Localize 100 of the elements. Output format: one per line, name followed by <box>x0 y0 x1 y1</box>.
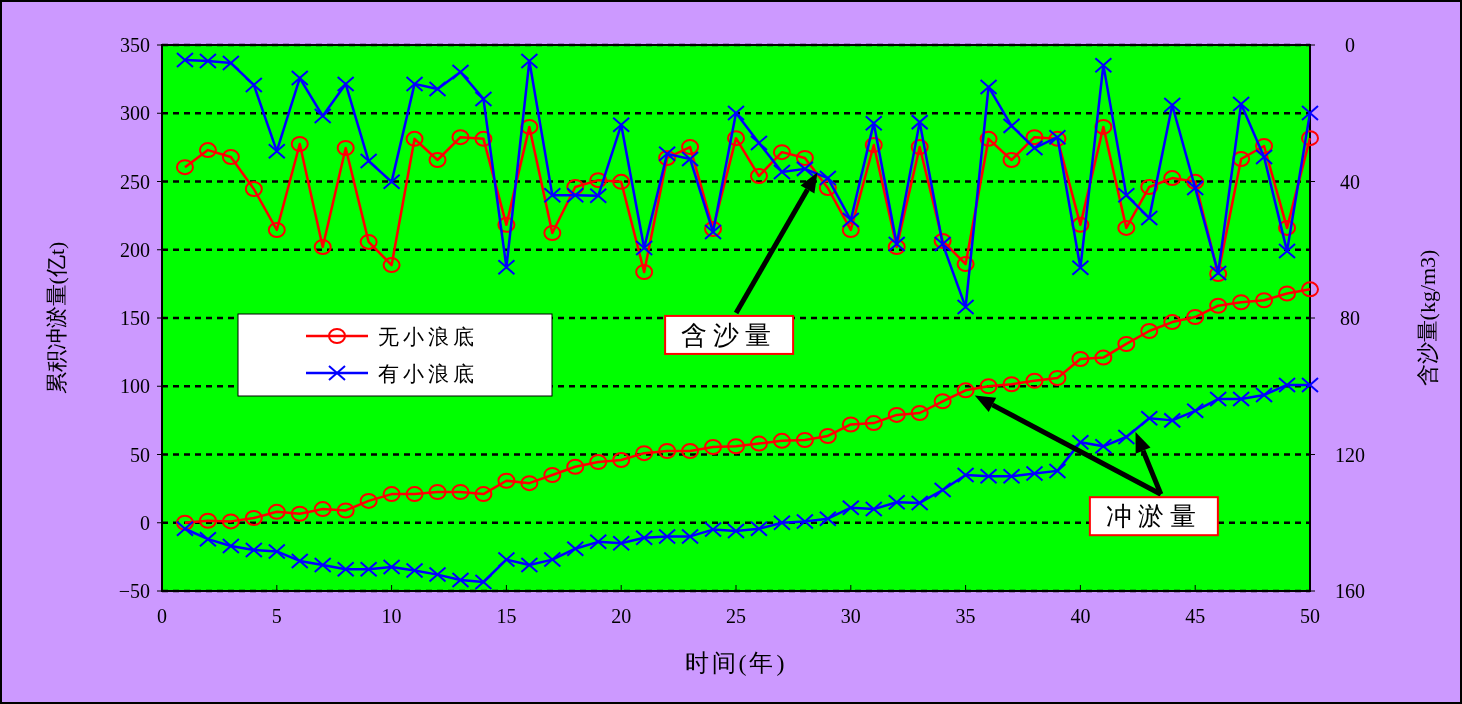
point <box>428 484 447 501</box>
point <box>1232 150 1251 167</box>
point <box>635 263 654 280</box>
point <box>1025 129 1044 146</box>
point <box>635 240 654 257</box>
x-tick-label: 35 <box>955 605 976 627</box>
point <box>727 438 745 455</box>
point <box>290 70 309 87</box>
point <box>1278 243 1297 260</box>
point <box>359 153 378 170</box>
legend-label: 无小浪底 <box>378 325 478 349</box>
point <box>313 239 332 256</box>
point <box>658 442 677 459</box>
point <box>704 438 723 455</box>
point <box>589 533 608 550</box>
x-axis-title: 时间(年) <box>684 650 788 676</box>
point <box>428 152 447 168</box>
point <box>635 445 654 462</box>
point <box>428 81 447 98</box>
point <box>841 212 860 229</box>
point <box>1255 386 1274 403</box>
point <box>267 143 286 160</box>
point <box>359 492 378 509</box>
point <box>290 135 309 152</box>
y2-tick-label: 40 <box>1340 170 1360 193</box>
point <box>474 486 493 503</box>
point <box>887 406 906 423</box>
point <box>1186 309 1205 326</box>
point <box>405 486 424 503</box>
point <box>658 149 677 166</box>
point <box>1209 297 1228 314</box>
point <box>681 442 700 459</box>
point <box>727 522 745 539</box>
point <box>1163 412 1182 429</box>
point <box>749 435 768 452</box>
point <box>313 557 332 574</box>
point <box>1186 402 1205 419</box>
y2-tick-label: 160 <box>1335 580 1365 602</box>
point <box>1255 138 1274 155</box>
point <box>704 220 723 237</box>
point <box>520 475 539 492</box>
point <box>1071 350 1090 367</box>
y2-axis-title: 含沙量(kg/m3) <box>1415 249 1440 387</box>
point <box>313 107 332 124</box>
x-tick-label: 40 <box>1070 605 1091 627</box>
point <box>382 173 401 190</box>
point <box>818 170 837 187</box>
point <box>198 512 217 529</box>
point <box>428 566 447 583</box>
x-tick-label: 15 <box>496 605 517 627</box>
point <box>359 233 378 250</box>
point <box>198 531 217 548</box>
y-tick-label: 100 <box>120 375 150 398</box>
point <box>566 178 585 195</box>
point <box>497 551 516 568</box>
point <box>244 542 263 559</box>
point <box>520 118 539 135</box>
point <box>818 510 837 527</box>
point <box>933 481 952 498</box>
point <box>543 187 562 204</box>
point <box>1278 285 1297 302</box>
point <box>1163 170 1182 187</box>
point <box>864 136 883 153</box>
point <box>1117 335 1136 352</box>
point <box>543 466 562 483</box>
point <box>1278 219 1297 236</box>
point <box>497 259 516 276</box>
y-tick-label: 50 <box>130 443 150 466</box>
point <box>612 173 631 190</box>
point <box>1002 376 1021 393</box>
point <box>1002 117 1021 134</box>
point <box>221 148 240 165</box>
point <box>1048 370 1067 387</box>
point <box>221 513 240 530</box>
point <box>244 76 263 93</box>
point <box>451 484 470 501</box>
point <box>589 454 608 471</box>
point <box>1025 140 1044 157</box>
x-tick-label: 5 <box>271 605 282 627</box>
point <box>1048 462 1067 479</box>
y-tick-label: 0 <box>140 511 150 534</box>
point <box>497 216 516 233</box>
point <box>1117 219 1136 236</box>
point <box>382 257 401 274</box>
y-tick-label: 250 <box>120 170 150 193</box>
point <box>1140 210 1159 227</box>
point <box>474 130 493 147</box>
point <box>1071 259 1090 276</box>
point <box>772 144 791 161</box>
point <box>704 521 723 538</box>
point <box>1140 410 1159 427</box>
point <box>841 221 860 238</box>
point <box>543 551 562 568</box>
point <box>589 187 608 204</box>
x-tick-label: 20 <box>611 605 632 627</box>
point <box>956 299 975 316</box>
point <box>1025 372 1044 389</box>
point <box>198 53 217 70</box>
point <box>1094 349 1113 366</box>
point <box>1094 118 1113 135</box>
